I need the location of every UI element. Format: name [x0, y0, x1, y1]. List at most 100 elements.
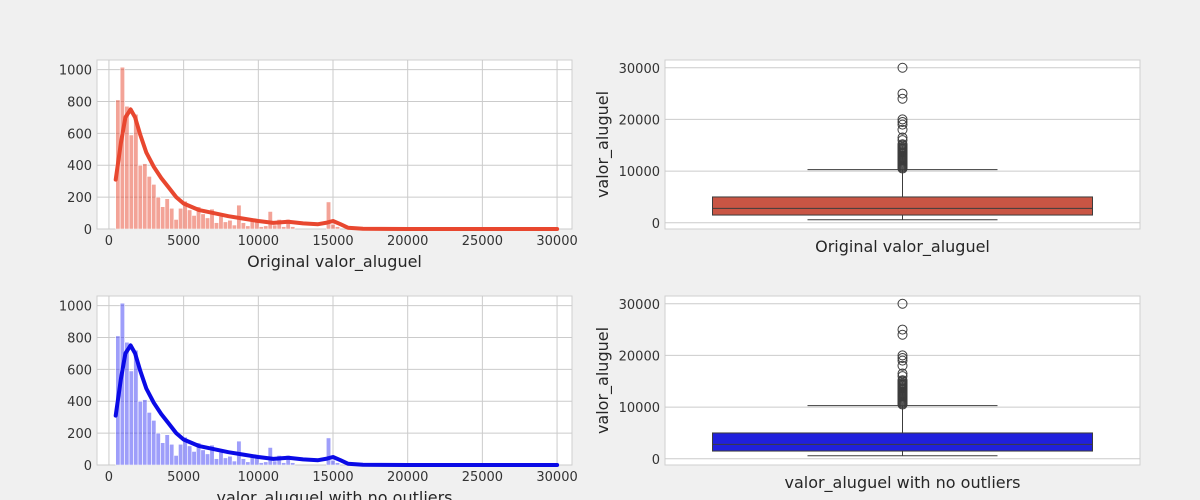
- outlier-point: [897, 355, 908, 366]
- y-tick-label: 800: [67, 95, 92, 110]
- histogram-bar: [258, 462, 264, 466]
- x-tick-label: 15000: [312, 470, 353, 485]
- histogram-bar: [173, 219, 179, 230]
- y-tick-label: 400: [67, 395, 92, 410]
- histogram-bar: [213, 458, 220, 466]
- y-axis-label: valor_aluguel: [593, 327, 613, 434]
- y-axis-label: valor_aluguel: [593, 91, 613, 198]
- y-tick-label: 0: [652, 453, 660, 468]
- x-axis-label: Original valor_aluguel: [247, 252, 422, 272]
- histogram-bar: [155, 196, 161, 230]
- histogram-bar: [151, 420, 157, 466]
- y-tick-label: 0: [652, 217, 660, 232]
- kde-line: [113, 343, 560, 467]
- x-tick-label: 15000: [312, 234, 353, 249]
- outlier-point: [897, 62, 908, 73]
- histogram-bar: [245, 461, 251, 466]
- x-axis-label: valor_aluguel with no outliers: [216, 488, 452, 500]
- outlier-point: [897, 117, 908, 128]
- y-tick-label: 10000: [619, 401, 660, 416]
- kde-line: [113, 107, 560, 231]
- x-tick-label: 5000: [167, 234, 200, 249]
- box: [712, 432, 1093, 452]
- histogram-bar: [200, 449, 206, 466]
- x-tick-label: 20000: [387, 470, 428, 485]
- outlier-point: [897, 329, 908, 340]
- histogram-bar: [334, 226, 341, 230]
- histogram-bar: [173, 455, 179, 466]
- histogram-bar: [267, 447, 273, 466]
- panel-no-outliers-histogram: 0 5000 10000 15000 20000 25000 30000 0 200 400 600…: [59, 295, 578, 500]
- y-tick-label: 800: [67, 331, 92, 346]
- x-tick-label: 30000: [536, 470, 577, 485]
- histogram-bar: [227, 219, 233, 230]
- histogram-bar: [146, 176, 152, 230]
- outlier-point: [897, 353, 908, 364]
- histogram-bar: [178, 443, 184, 466]
- histogram-bar: [263, 461, 269, 466]
- y-tick-label: 600: [67, 363, 92, 378]
- y-tick-label: 200: [67, 427, 92, 442]
- histogram-bar: [227, 455, 233, 466]
- y-tick-label: 10000: [619, 165, 660, 180]
- histogram-bar: [325, 201, 332, 230]
- x-tick-label: 0: [105, 234, 113, 249]
- histogram-bar: [137, 400, 143, 466]
- panel-original-histogram: 0 5000 10000 15000 20000 25000 30000 0 200 400 600…: [59, 59, 578, 272]
- histogram-bar: [281, 226, 287, 230]
- histogram-bar: [272, 224, 278, 230]
- histogram-bar: [142, 163, 148, 230]
- x-tick-label: 5000: [167, 470, 200, 485]
- outlier-point: [897, 360, 908, 371]
- x-tick-label: 20000: [387, 234, 428, 249]
- plot-area: [96, 59, 573, 230]
- outlier-point: [897, 350, 908, 361]
- histogram-bar: [218, 215, 224, 230]
- histogram-bar: [285, 219, 291, 230]
- histogram-bar: [222, 457, 228, 466]
- histogram-bar: [142, 399, 148, 466]
- histogram-bar: [204, 217, 211, 230]
- box: [712, 196, 1093, 216]
- histogram-bar: [187, 209, 193, 230]
- panel-no-outliers-boxplot: 0 10000 20000 30000 valor_aluguel with no ou…: [593, 295, 1141, 493]
- y-tick-label: 0: [84, 223, 92, 238]
- histogram-bar: [231, 224, 237, 230]
- histogram-bar: [191, 451, 197, 466]
- histogram-bar: [160, 206, 166, 230]
- histogram-bar: [137, 164, 143, 230]
- y-tick-label: 1000: [59, 64, 92, 79]
- histogram-bar: [146, 412, 152, 466]
- histogram-bar: [240, 222, 246, 230]
- plot-area: [96, 295, 573, 466]
- histogram-bar: [334, 462, 341, 466]
- y-tick-label: 0: [84, 459, 92, 474]
- y-tick-label: 20000: [619, 349, 660, 364]
- y-tick-label: 30000: [619, 62, 660, 77]
- x-tick-label: 30000: [536, 234, 577, 249]
- histogram-bar: [218, 451, 224, 466]
- outlier-point: [897, 163, 908, 174]
- histogram-bar: [155, 432, 161, 466]
- histogram-bar: [187, 445, 193, 466]
- x-tick-label: 10000: [238, 234, 279, 249]
- y-tick-label: 1000: [59, 300, 92, 315]
- histogram-bar: [325, 437, 332, 466]
- y-tick-label: 200: [67, 191, 92, 206]
- outlier-point: [897, 124, 908, 135]
- histogram-bar: [240, 458, 246, 466]
- outlier-point: [897, 93, 908, 104]
- histogram-bar: [164, 198, 170, 230]
- outlier-point: [897, 399, 908, 410]
- panel-original-boxplot: 0 10000 20000 30000 Original valor_aluguel va…: [593, 59, 1141, 257]
- histogram-bar: [330, 223, 336, 230]
- histogram-bar: [267, 211, 273, 230]
- outlier-point: [897, 119, 908, 130]
- histogram-bar: [213, 222, 220, 230]
- y-tick-label: 400: [67, 159, 92, 174]
- histogram-bar: [164, 434, 170, 466]
- histogram-bar: [290, 226, 296, 230]
- histogram-bar: [160, 442, 166, 466]
- histogram-bar: [151, 184, 157, 230]
